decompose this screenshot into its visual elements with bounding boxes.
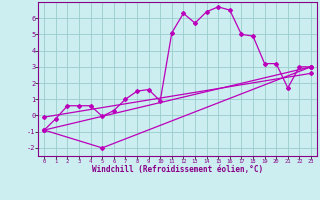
X-axis label: Windchill (Refroidissement éolien,°C): Windchill (Refroidissement éolien,°C): [92, 165, 263, 174]
